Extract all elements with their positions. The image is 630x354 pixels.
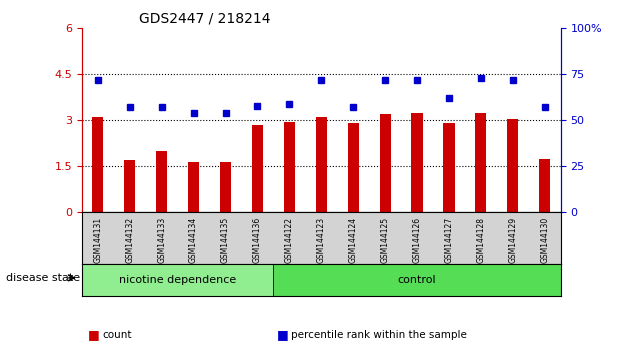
Bar: [379, 114, 391, 212]
Text: GSM144135: GSM144135: [221, 217, 230, 263]
Text: GDS2447 / 218214: GDS2447 / 218214: [139, 12, 271, 26]
Bar: [92, 117, 103, 212]
Text: GSM144136: GSM144136: [253, 217, 262, 263]
Bar: [156, 151, 168, 212]
Text: GSM144122: GSM144122: [285, 217, 294, 263]
Text: GSM144123: GSM144123: [317, 217, 326, 263]
Bar: [348, 124, 359, 212]
Text: ■: ■: [88, 328, 100, 341]
Text: GSM144130: GSM144130: [541, 217, 549, 263]
Text: percentile rank within the sample: percentile rank within the sample: [291, 330, 467, 339]
Text: GSM144125: GSM144125: [381, 217, 389, 263]
Bar: [124, 160, 135, 212]
Text: count: count: [102, 330, 132, 339]
Text: GSM144127: GSM144127: [445, 217, 454, 263]
Bar: [252, 125, 263, 212]
Text: ■: ■: [277, 328, 289, 341]
Bar: [82, 264, 273, 296]
Bar: [188, 162, 199, 212]
Bar: [507, 119, 518, 212]
Text: GSM144131: GSM144131: [93, 217, 102, 263]
Text: control: control: [398, 275, 437, 285]
Text: nicotine dependence: nicotine dependence: [119, 275, 236, 285]
Text: GSM144132: GSM144132: [125, 217, 134, 263]
Bar: [273, 264, 561, 296]
Bar: [411, 113, 423, 212]
Text: GSM144133: GSM144133: [158, 217, 166, 263]
Bar: [539, 159, 551, 212]
Text: disease state: disease state: [6, 273, 81, 283]
Bar: [220, 162, 231, 212]
Bar: [444, 124, 455, 212]
Text: GSM144129: GSM144129: [508, 217, 517, 263]
Bar: [316, 117, 327, 212]
Text: GSM144124: GSM144124: [349, 217, 358, 263]
Bar: [284, 122, 295, 212]
Text: GSM144126: GSM144126: [413, 217, 421, 263]
Bar: [475, 113, 486, 212]
Text: GSM144134: GSM144134: [189, 217, 198, 263]
Text: GSM144128: GSM144128: [476, 217, 485, 263]
